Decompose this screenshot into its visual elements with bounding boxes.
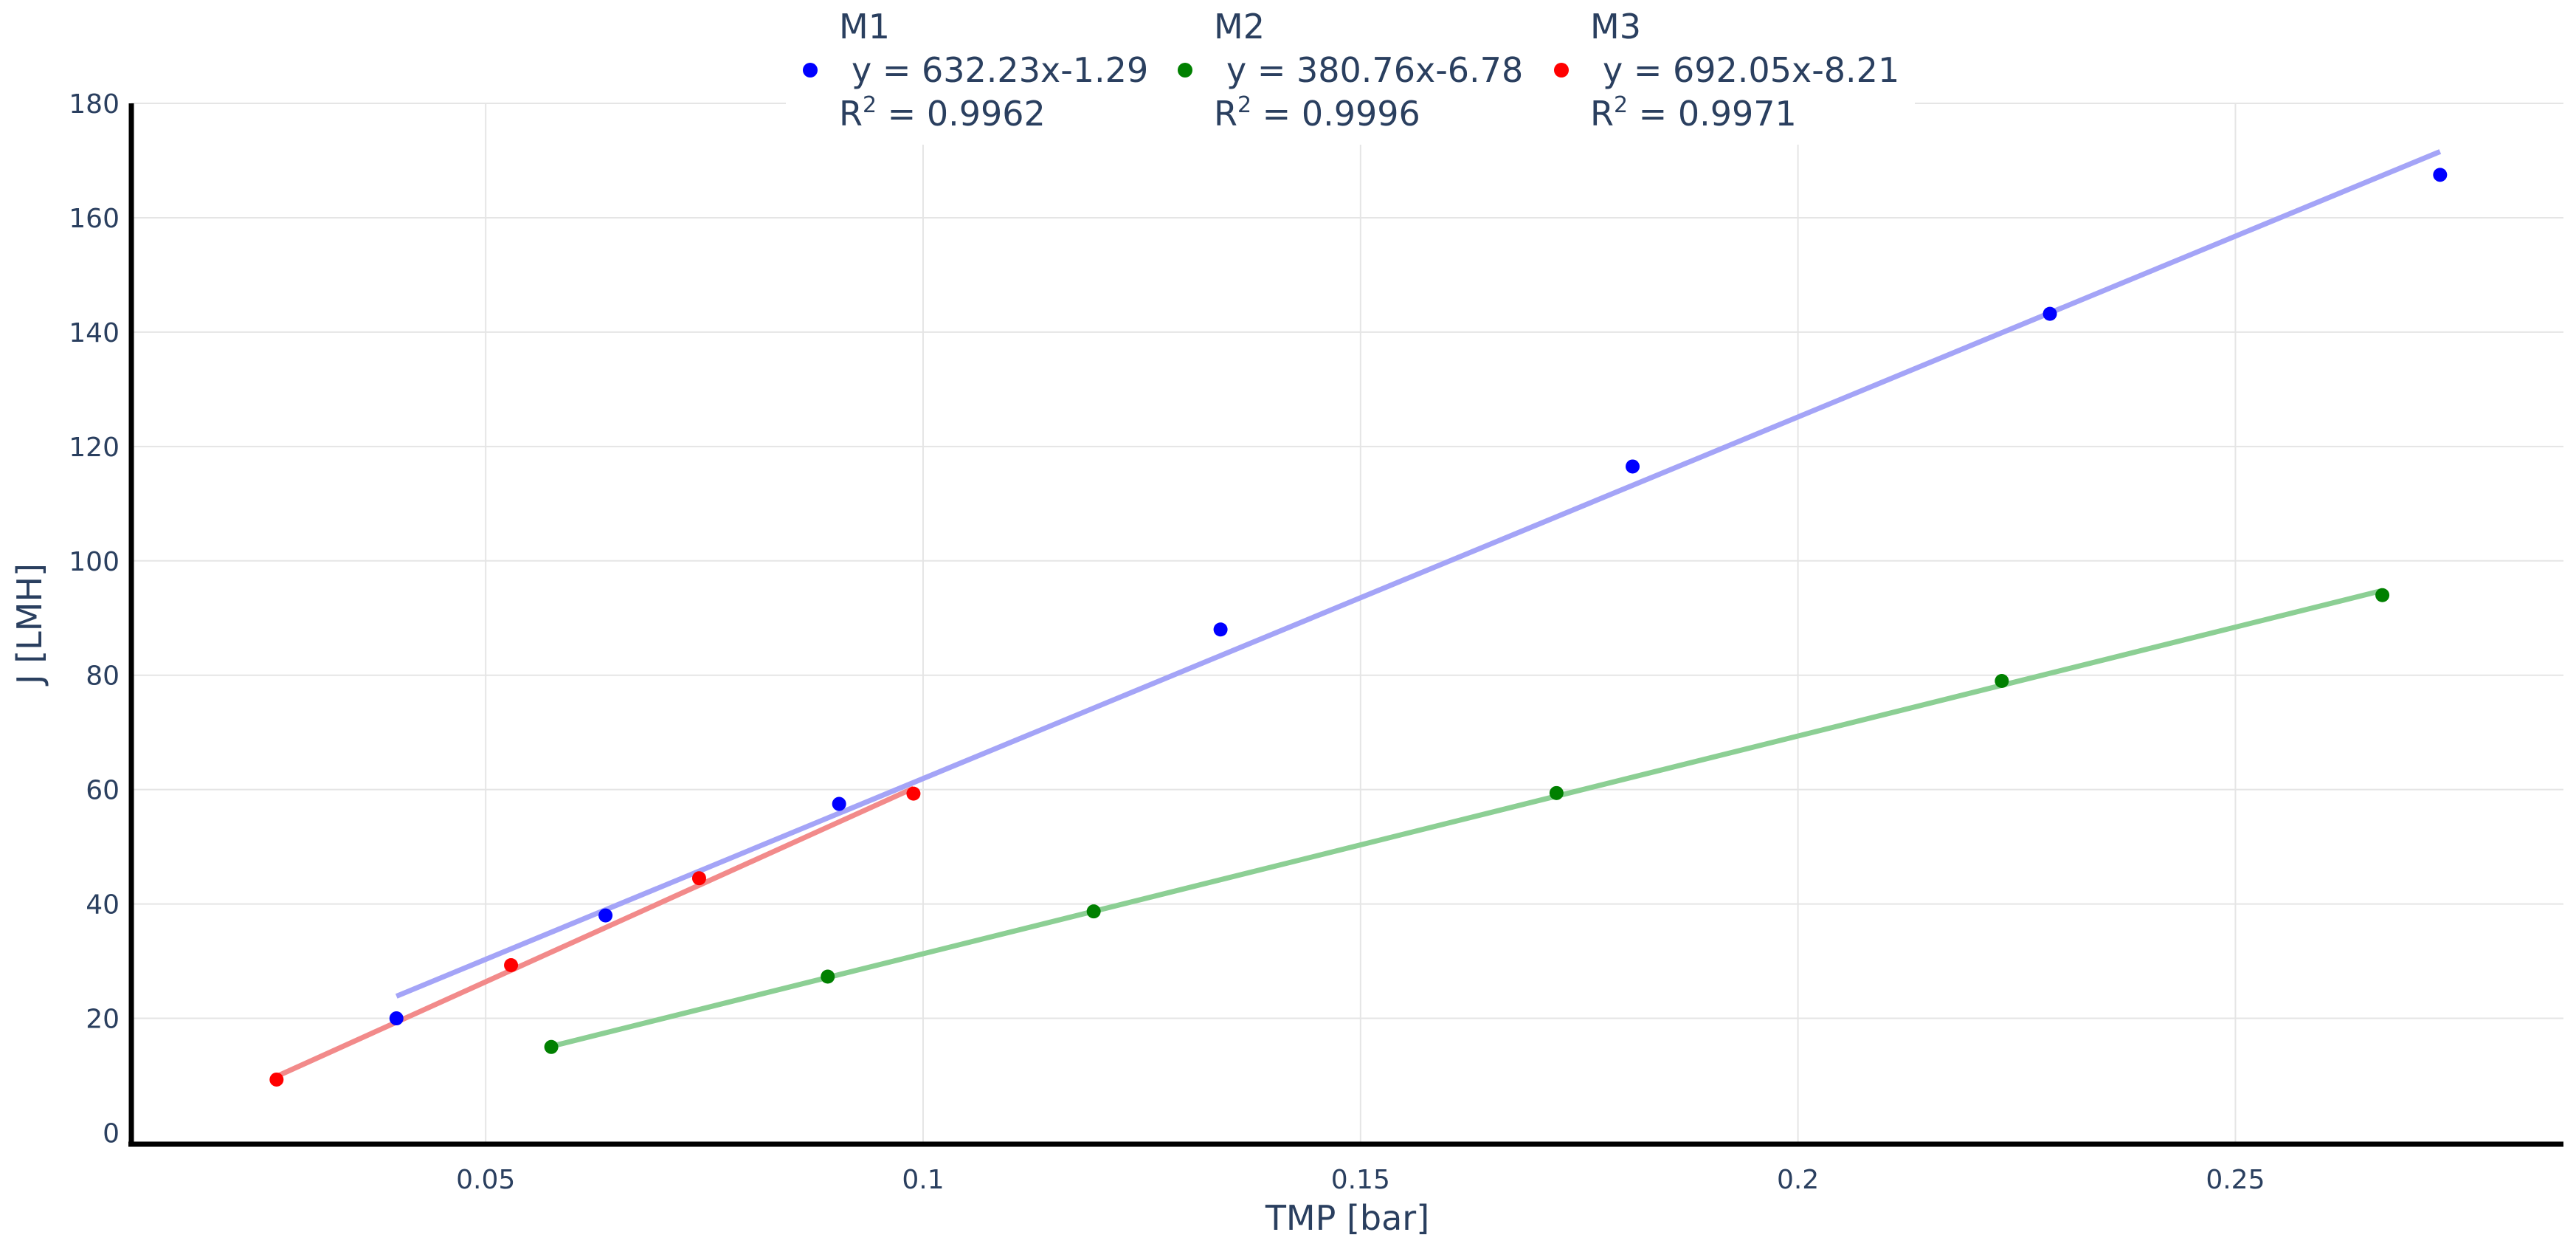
x-tick-label: 0.25	[2206, 1165, 2265, 1195]
point-m3	[269, 1072, 284, 1087]
x-tick-label: 0.1	[902, 1165, 944, 1195]
fit-lines	[275, 149, 2442, 1079]
y-tick-label: 180	[69, 89, 120, 120]
point-m1	[1626, 459, 1640, 474]
legend-r-squared: R2 = 0.9962	[839, 92, 1046, 134]
legend-equation: y = 692.05x-8.21	[1603, 50, 1899, 90]
legend-marker	[1554, 63, 1569, 78]
r2-prefix: R	[1214, 94, 1237, 134]
legend-marker	[803, 63, 818, 78]
y-tick-label: 20	[86, 1005, 120, 1035]
y-tick-label: 140	[69, 318, 120, 348]
axes	[128, 103, 2563, 1147]
point-m3	[504, 958, 519, 973]
point-m1	[1213, 622, 1228, 637]
point-m2	[1995, 673, 2009, 688]
point-m3	[906, 786, 921, 801]
legend-marker	[1178, 63, 1192, 78]
point-m1	[2043, 306, 2057, 321]
y-tick-label: 80	[86, 661, 120, 692]
point-m1	[389, 1011, 404, 1026]
r2-exponent: 2	[863, 92, 877, 118]
r2-exponent: 2	[1237, 92, 1251, 118]
point-m2	[544, 1039, 559, 1054]
fit-line-m2	[550, 588, 2383, 1049]
y-tick-label: 100	[69, 547, 120, 577]
y-tick-label: 160	[69, 204, 120, 234]
point-m2	[1549, 785, 1564, 800]
legend-series-name: M1	[839, 7, 890, 47]
legend-background	[786, 0, 1915, 145]
r2-exponent: 2	[1614, 92, 1628, 118]
y-tick-label: 120	[69, 433, 120, 463]
fit-line-m3	[275, 785, 915, 1079]
legend-equation: y = 632.23x-1.29	[852, 50, 1148, 90]
point-m1	[598, 908, 613, 923]
x-tick-label: 0.2	[1777, 1165, 1819, 1195]
r2-value: = 0.9996	[1251, 94, 1420, 134]
legend-equation: y = 380.76x-6.78	[1226, 50, 1523, 90]
r2-value: = 0.9962	[877, 94, 1046, 134]
tick-labels: 0.05 0.1 0.15 0.2 0.25 0 20 40 60 80 100 120 140 160 1…	[69, 89, 2265, 1195]
fit-line-m1	[395, 149, 2442, 999]
point-m2	[821, 969, 835, 984]
x-tick-label: 0.05	[456, 1165, 515, 1195]
x-axis-title: TMP [bar]	[1265, 1198, 1429, 1238]
grid	[131, 103, 2563, 1144]
point-m1	[832, 796, 846, 811]
point-m3	[691, 871, 706, 886]
point-m1	[2433, 168, 2448, 182]
r2-value: = 0.9971	[1628, 94, 1797, 134]
legend-series-name: M2	[1214, 7, 1265, 47]
y-tick-label: 0	[103, 1119, 120, 1149]
point-m2	[2375, 588, 2390, 602]
y-tick-label: 60	[86, 776, 120, 806]
r2-prefix: R	[839, 94, 863, 134]
data-markers	[269, 168, 2448, 1087]
x-tick-label: 0.15	[1331, 1165, 1390, 1195]
y-axis-title: J [LMH]	[10, 563, 49, 687]
y-tick-label: 40	[86, 890, 120, 921]
legend-series-name: M3	[1590, 7, 1641, 47]
legend-r-squared: R2 = 0.9996	[1214, 92, 1420, 134]
point-m2	[1086, 904, 1101, 919]
r2-prefix: R	[1590, 94, 1614, 134]
legend-r-squared: R2 = 0.9971	[1590, 92, 1797, 134]
